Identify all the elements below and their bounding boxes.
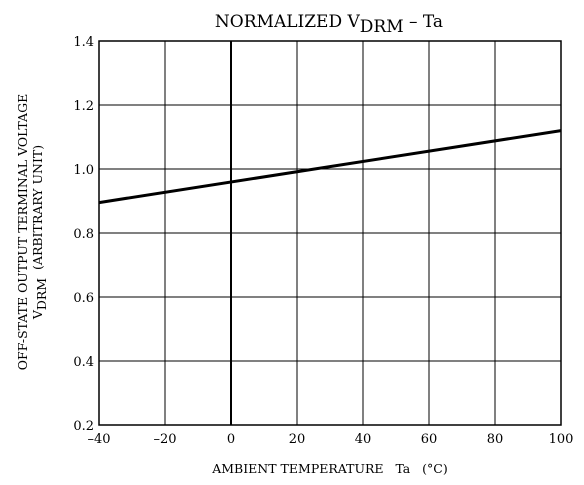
y-axis-label-line1: OFF-STATE OUTPUT TERMINAL VOLTAGE <box>15 94 30 370</box>
x-tick-labels: –40 –20 0 20 40 60 80 100 <box>87 432 573 447</box>
x-tick-label: –40 <box>87 432 110 447</box>
plot-frame <box>98 40 562 426</box>
y-axis-label-suffix: (ARBITRARY UNIT) <box>30 145 45 278</box>
x-axis-label: AMBIENT TEMPERATURE Ta (°C) <box>211 461 448 476</box>
y-tick-labels: 0.2 0.4 0.6 0.8 1.0 1.2 1.4 <box>73 35 94 434</box>
y-tick-label: 0.4 <box>73 355 94 370</box>
y-axis-label-line2: VDRM (ARBITRARY UNIT) <box>30 145 49 320</box>
x-tick-label: 100 <box>549 432 574 447</box>
series-layer <box>98 129 562 205</box>
x-tick-label: 60 <box>421 432 438 447</box>
chart-title: NORMALIZED VDRM – Ta <box>215 12 443 37</box>
y-tick-label: 0.2 <box>73 419 94 434</box>
y-axis-label-subscript: DRM <box>34 278 49 310</box>
y-tick-label: 1.4 <box>73 35 94 50</box>
y-tick-label: 0.8 <box>73 227 94 242</box>
grid <box>98 40 562 426</box>
chart-title-suffix: – Ta <box>404 12 443 32</box>
y-tick-label: 1.0 <box>73 163 94 178</box>
x-tick-label: 0 <box>227 432 235 447</box>
chart-title-subscript: DRM <box>360 17 404 37</box>
y-axis-label-v: V <box>30 309 45 320</box>
x-tick-label: 40 <box>355 432 372 447</box>
x-tick-label: 80 <box>487 432 504 447</box>
x-tick-label: –20 <box>153 432 176 447</box>
series-line-0 <box>98 129 562 205</box>
y-axis-label: OFF-STATE OUTPUT TERMINAL VOLTAGE VDRM (… <box>15 94 49 370</box>
x-tick-label: 20 <box>289 432 306 447</box>
y-tick-label: 0.6 <box>73 291 94 306</box>
chart-title-prefix: NORMALIZED V <box>215 12 361 32</box>
y-tick-label: 1.2 <box>73 99 94 114</box>
